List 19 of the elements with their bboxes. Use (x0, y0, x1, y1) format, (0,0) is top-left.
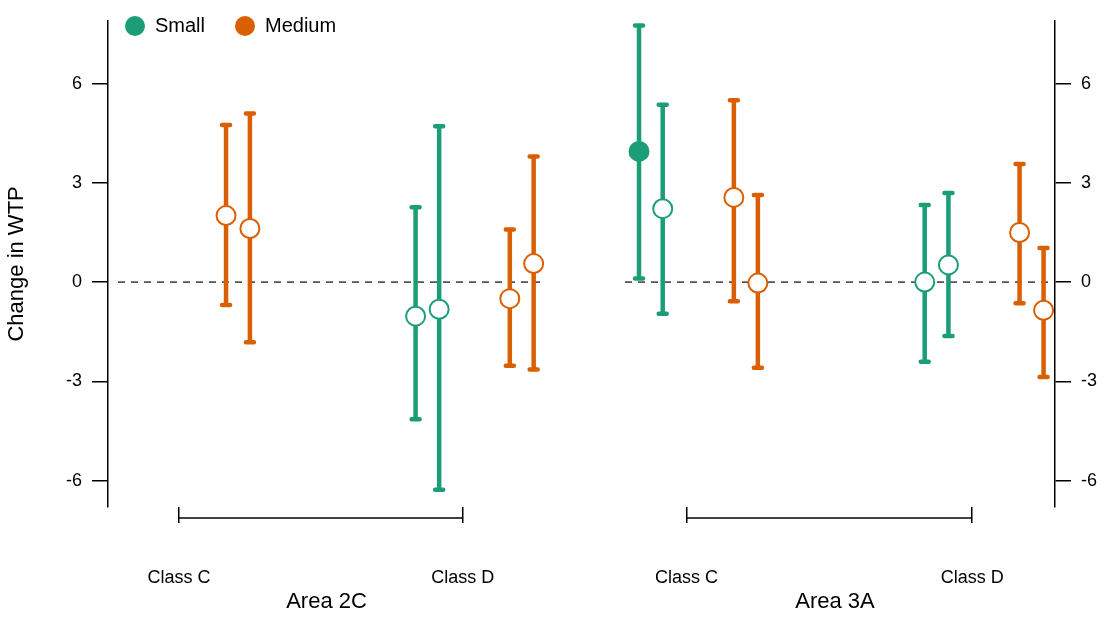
y2-tick-label: -6 (1081, 469, 1098, 490)
y-tick-label: 6 (71, 72, 82, 93)
y2-tick-label: 0 (1081, 271, 1092, 292)
x-tick-label: Class D (431, 566, 495, 587)
y-tick-label: -3 (65, 370, 82, 391)
x-tick-label: Class C (654, 566, 718, 587)
y2-tick-label: 3 (1081, 171, 1092, 192)
legend-label: Medium (265, 14, 337, 37)
x-axis-title: Area 3A (795, 587, 876, 613)
x-tick-label: Class D (940, 566, 1004, 587)
y-tick-label: 0 (71, 271, 82, 292)
x-axis-title: Area 2C (286, 587, 367, 613)
y-tick-label: -6 (65, 469, 82, 490)
y-tick-label: 3 (71, 171, 82, 192)
legend-label: Small (155, 14, 206, 37)
x-tick-label: Class C (147, 566, 211, 587)
y-axis-title: Change in WTP (3, 186, 29, 342)
y2-tick-label: 6 (1081, 72, 1092, 93)
y2-tick-label: -3 (1081, 370, 1098, 391)
